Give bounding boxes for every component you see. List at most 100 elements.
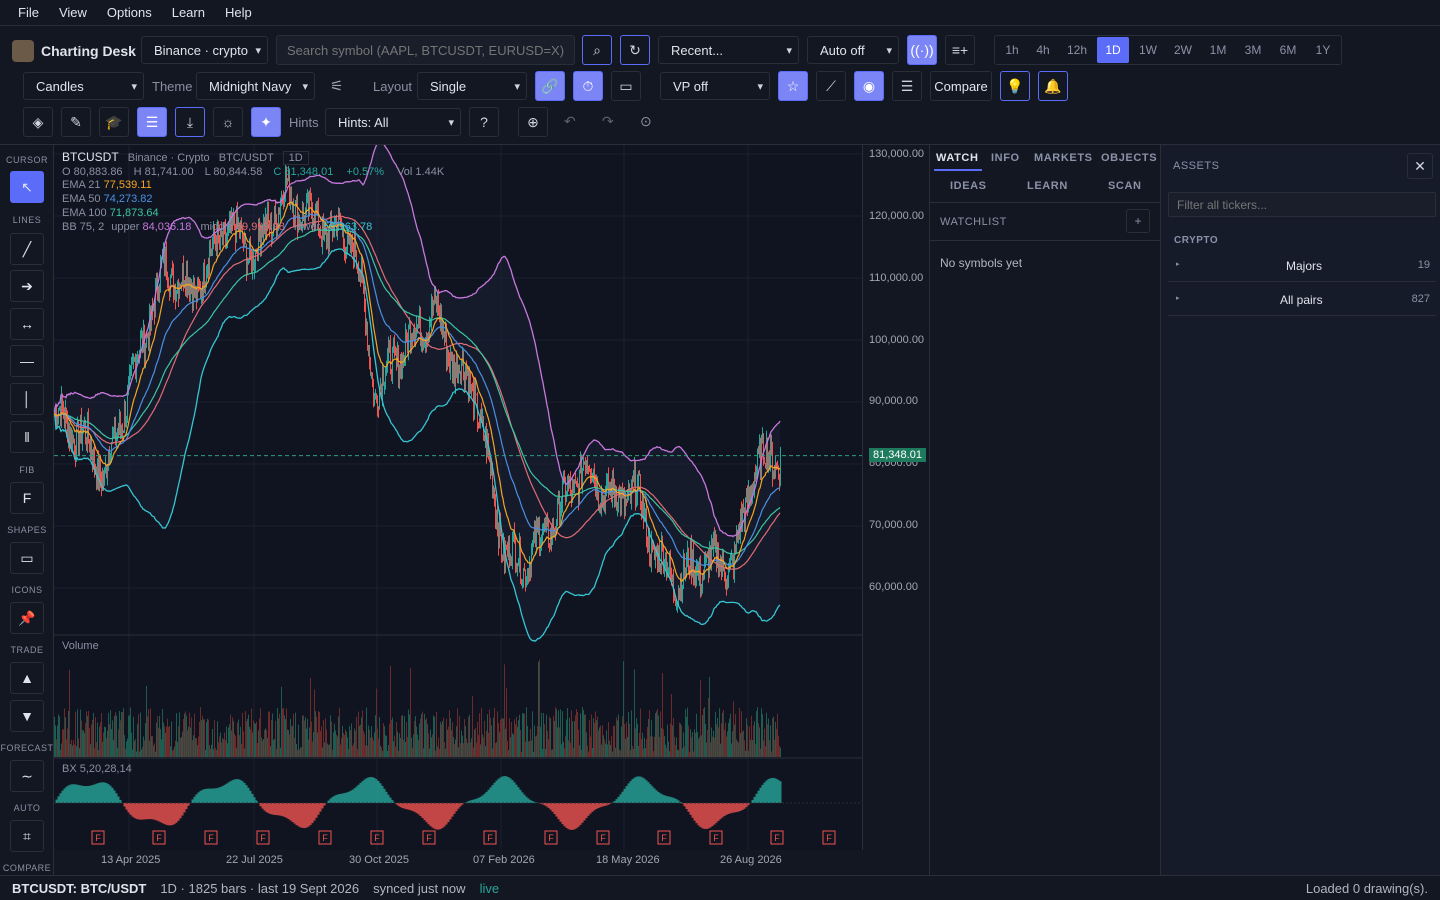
horizontal-line-icon: — bbox=[20, 353, 34, 369]
visibility-button[interactable]: ◉ bbox=[854, 71, 884, 101]
timer-button[interactable]: ⏱ bbox=[573, 71, 603, 101]
trend-line-tool[interactable]: ╱ bbox=[10, 233, 44, 265]
asset-row-majors[interactable]: ▸ Majors 19 bbox=[1168, 249, 1436, 282]
short-position-tool[interactable]: ▼ bbox=[10, 700, 44, 732]
tab-watch[interactable]: WATCH bbox=[936, 152, 979, 164]
theme-select[interactable]: Midnight Navy ▾ bbox=[196, 72, 315, 100]
alerts-button[interactable]: 🔔 bbox=[1038, 71, 1068, 101]
compare-button[interactable]: Compare bbox=[930, 71, 992, 101]
parallel-channel-tool[interactable]: ‖ bbox=[10, 421, 44, 453]
long-position-tool[interactable]: ▲ bbox=[10, 662, 44, 694]
watchlist-divider bbox=[930, 240, 1161, 241]
menu-options[interactable]: Options bbox=[106, 5, 152, 20]
tab-markets[interactable]: MARKETS bbox=[1034, 152, 1093, 164]
ema100-value: 71,873.64 bbox=[109, 207, 159, 219]
tab-objects[interactable]: OBJECTS bbox=[1101, 152, 1158, 164]
section-forecast: FORECAST bbox=[0, 743, 54, 753]
rectangle-tool[interactable]: ▭ bbox=[10, 542, 44, 574]
time-scale bbox=[54, 850, 862, 875]
menu-help[interactable]: Help bbox=[224, 5, 252, 20]
tab-learn[interactable]: LEARN bbox=[1027, 180, 1068, 192]
layout-select[interactable]: Single ▾ bbox=[417, 72, 527, 100]
cursor-tool[interactable]: ↖ bbox=[10, 171, 44, 203]
list-icon: ☰ bbox=[145, 113, 159, 130]
price-scale[interactable]: 130,000.00 120,000.00 110,000.00 100,000… bbox=[862, 145, 928, 850]
link-button[interactable]: 🔗 bbox=[535, 71, 565, 101]
undo-icon[interactable]: ↶ bbox=[564, 113, 576, 129]
menu-learn[interactable]: Learn bbox=[171, 5, 205, 20]
tab-ideas[interactable]: IDEAS bbox=[950, 180, 987, 192]
sparkle-button[interactable]: ✦ bbox=[251, 107, 281, 137]
section-lines: LINES bbox=[12, 215, 42, 225]
auto-select[interactable]: Auto off ▾ bbox=[807, 36, 899, 64]
auto-crop-tool[interactable]: ⌗ bbox=[10, 820, 44, 852]
fib-tool[interactable]: F bbox=[10, 482, 44, 514]
chart-area[interactable]: F F F F F F F F F F F F F F BTCUSDT Binance · Crypto … bbox=[54, 145, 862, 875]
asset-count: 19 bbox=[1417, 259, 1430, 271]
triangle-up-icon: ▲ bbox=[20, 670, 34, 686]
crosshair-button[interactable]: ⊕ bbox=[518, 107, 548, 137]
ideas-button[interactable]: 💡 bbox=[1000, 71, 1030, 101]
favorite-button[interactable]: ☆ bbox=[778, 71, 808, 101]
menu-view[interactable]: View bbox=[58, 5, 87, 20]
layers-button[interactable]: ◈ bbox=[23, 107, 53, 137]
broadcast-button[interactable]: ((·)) bbox=[907, 35, 937, 65]
timeframe-6m[interactable]: 6M bbox=[1279, 43, 1297, 57]
hints-select[interactable]: Hints: All ▾ bbox=[325, 108, 461, 136]
horizontal-line-tool[interactable]: — bbox=[10, 345, 44, 377]
timeframe-1w[interactable]: 1W bbox=[1139, 43, 1157, 57]
list-button[interactable]: ☰ bbox=[137, 107, 167, 137]
timeframe-4h[interactable]: 4h bbox=[1036, 43, 1050, 57]
asset-count: 827 bbox=[1411, 293, 1430, 305]
help-button[interactable]: ? bbox=[469, 107, 499, 137]
ray-tool[interactable]: ➔ bbox=[10, 270, 44, 302]
timeframe-12h[interactable]: 12h bbox=[1066, 43, 1088, 57]
forecast-marker-label: F bbox=[661, 833, 667, 843]
edit-button[interactable]: ✎ bbox=[61, 107, 91, 137]
tab-info[interactable]: INFO bbox=[991, 152, 1020, 164]
timeframe-1y[interactable]: 1Y bbox=[1315, 43, 1331, 57]
tabs-divider bbox=[930, 202, 1161, 203]
volume-pane-label: Volume bbox=[62, 640, 99, 652]
add-list-button[interactable]: ≡+ bbox=[945, 35, 975, 65]
forecast-marker-box bbox=[596, 830, 610, 845]
indicators-button[interactable]: ⟋ bbox=[816, 71, 846, 101]
plus-icon: + bbox=[1134, 214, 1142, 228]
exchange-select[interactable]: Binance · crypto ▾ bbox=[141, 36, 268, 64]
learn-button[interactable]: 🎓 bbox=[99, 107, 129, 137]
asset-row-all-pairs[interactable]: ▸ All pairs 827 bbox=[1168, 283, 1436, 316]
brightness-button[interactable]: ☼ bbox=[213, 107, 243, 137]
vp-select[interactable]: VP off ▾ bbox=[660, 72, 770, 100]
search-button[interactable]: ⌕ bbox=[582, 35, 612, 65]
forecast-marker-label: F bbox=[322, 833, 328, 843]
timeframe-3m[interactable]: 3M bbox=[1244, 43, 1262, 57]
chart-type-select[interactable]: Candles ▾ bbox=[23, 72, 144, 100]
tab-scan[interactable]: SCAN bbox=[1108, 180, 1142, 192]
timeframe-1h[interactable]: 1h bbox=[1005, 43, 1019, 57]
timeframe-1d[interactable]: 1D bbox=[1097, 37, 1129, 63]
timeframe-1m[interactable]: 1M bbox=[1209, 43, 1227, 57]
pin-tool[interactable]: 📌 bbox=[10, 602, 44, 634]
recent-select[interactable]: Recent... ▾ bbox=[658, 36, 799, 64]
asset-group-label: CRYPTO bbox=[1174, 235, 1219, 246]
asset-filter-input[interactable] bbox=[1168, 192, 1436, 217]
symbol-search-input[interactable] bbox=[276, 35, 575, 65]
chevron-down-icon: ▾ bbox=[131, 80, 137, 93]
close-assets-button[interactable]: ✕ bbox=[1407, 153, 1433, 179]
fib-icon: F bbox=[22, 490, 32, 506]
extended-line-tool[interactable]: ↔ bbox=[10, 308, 44, 340]
display-button[interactable]: ▭ bbox=[611, 71, 641, 101]
sliders-icon[interactable]: ⚟ bbox=[330, 78, 344, 95]
redo-icon[interactable]: ↷ bbox=[602, 113, 614, 129]
templates-button[interactable]: ☰ bbox=[892, 71, 922, 101]
timeframe-2w[interactable]: 2W bbox=[1174, 43, 1192, 57]
vertical-line-tool[interactable]: │ bbox=[10, 383, 44, 415]
menu-file[interactable]: File bbox=[18, 5, 39, 20]
refresh-button[interactable]: ↻ bbox=[620, 35, 650, 65]
replay-icon[interactable]: ⊙ bbox=[640, 113, 652, 129]
download-button[interactable]: ⤓ bbox=[175, 107, 205, 137]
link-icon: 🔗 bbox=[541, 77, 559, 94]
add-symbol-button[interactable]: + bbox=[1126, 209, 1150, 233]
forecast-tool[interactable]: ∼ bbox=[10, 760, 44, 792]
